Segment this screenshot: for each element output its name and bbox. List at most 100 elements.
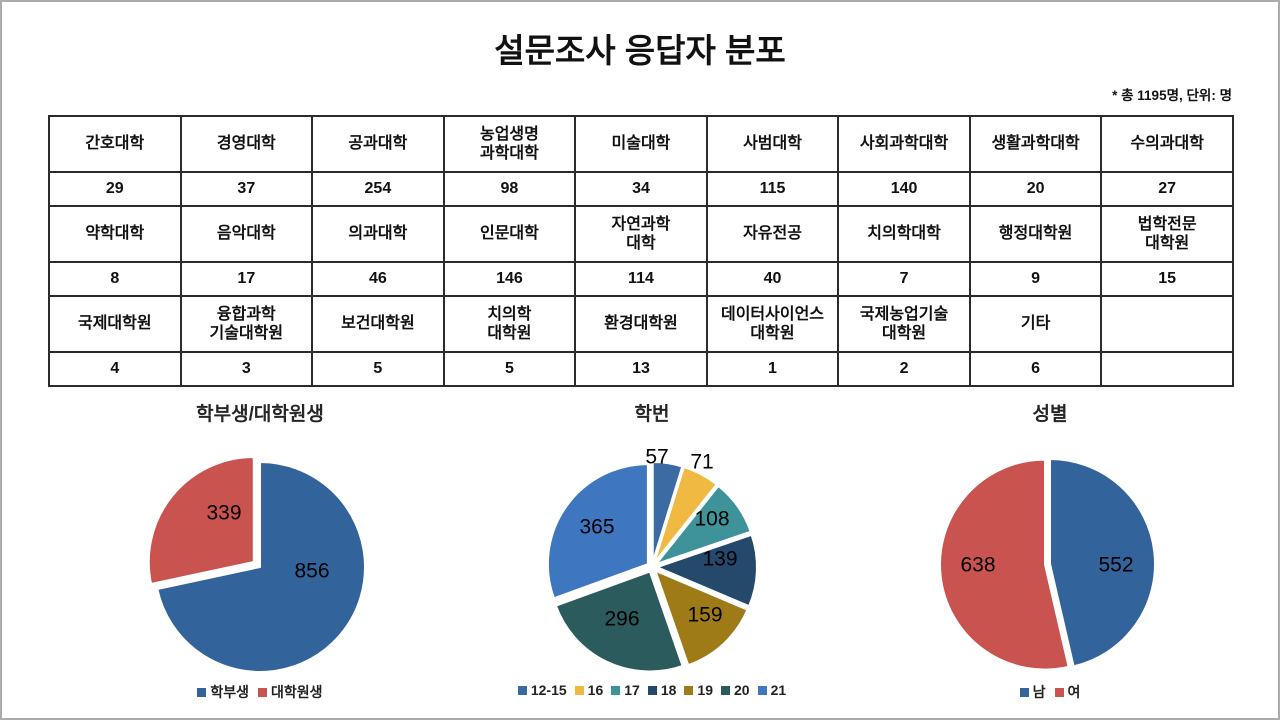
legend-marker [1019, 687, 1029, 697]
pie-slice-여 [939, 458, 1070, 671]
table-row: 간호대학 경영대학 공과대학 농업생명 과학대학 미술대학 사범대학 사회과학대학 생활과학대… [48, 115, 1234, 173]
table-cell-value: 27 [1100, 171, 1234, 207]
pie-data-label: 139 [702, 548, 737, 571]
legend-label: 18 [660, 682, 677, 698]
table-row: 29 37 254 98 34 115 140 20 27 [48, 171, 1234, 207]
legend-item: 남 [1019, 682, 1046, 702]
legend-label: 남 [1032, 684, 1046, 700]
table-cell-name: 음악대학 [179, 205, 314, 263]
table-cell-value: 13 [574, 351, 708, 387]
table-cell-name: 보건대학원 [311, 295, 445, 353]
legend-label: 20 [733, 682, 750, 698]
table-cell-name: 기타 [968, 295, 1103, 353]
table-cell-name: 국제대학원 [48, 295, 182, 353]
table-cell-name: 치의학대학 [837, 205, 971, 263]
table-cell-name: 국제농업기술 대학원 [837, 295, 971, 353]
table-row: 약학대학 음악대학 의과대학 인문대학 자연과학 대학 자유전공 치의학대학 행정대학원 법학전… [48, 205, 1234, 263]
legend-item: 학부생 [197, 682, 249, 702]
table-cell-value: 37 [179, 171, 314, 207]
table-cell-value: 15 [1100, 261, 1234, 297]
table-cell-value: 98 [442, 171, 577, 207]
pie-slice-대학원생 [147, 455, 255, 586]
pie-slice-16 [653, 466, 718, 564]
legend-marker [1054, 687, 1064, 697]
page-title: 설문조사 응답자 분포 [494, 32, 786, 69]
table-cell-name: 약학대학 [48, 205, 182, 263]
table-cell-name: 미술대학 [574, 115, 708, 173]
table-cell-name: 공과대학 [311, 115, 445, 173]
table-cell-name [1100, 295, 1234, 353]
pie-data-label: 856 [294, 560, 329, 583]
legend-marker [757, 685, 767, 695]
legend-item: 20 [720, 682, 750, 698]
chart-gender: 성별 552 638 남 여 [870, 401, 1230, 702]
table-cell-value: 7 [837, 261, 971, 297]
pie-slice-21 [546, 463, 649, 600]
chart-legend: 학부생 대학원생 [80, 682, 440, 702]
legend-item: 18 [647, 682, 677, 698]
legend-marker [647, 685, 657, 695]
chart-undergrad-grad: 학부생/대학원생 856 339 학부생 대학원생 [80, 401, 440, 702]
pie-slice-12-15 [651, 461, 684, 564]
table-cell-value: 146 [442, 261, 577, 297]
table-cell-value: 2 [837, 351, 971, 387]
legend-item: 12-15 [517, 682, 567, 698]
table-cell-name: 자유전공 [705, 205, 840, 263]
table-cell-name: 의과대학 [311, 205, 445, 263]
table-cell-name: 환경대학원 [574, 295, 708, 353]
pie-chart: 57 71 108 139 159 296 365 [472, 434, 832, 680]
table-cell-value: 3 [179, 351, 314, 387]
table-cell-value [1100, 351, 1234, 387]
table-row: 8 17 46 146 114 40 7 9 15 [48, 261, 1234, 297]
table-cell-value: 5 [442, 351, 577, 387]
legend-item: 대학원생 [258, 682, 323, 702]
pie-svg: 57 71 108 139 159 296 365 [546, 446, 758, 673]
table-cell-name: 사범대학 [705, 115, 840, 173]
table-cell-name: 수의과대학 [1100, 115, 1234, 173]
table-cell-name: 생활과학대학 [968, 115, 1103, 173]
table-cell-value: 140 [837, 171, 971, 207]
table-cell-value: 9 [968, 261, 1103, 297]
table-cell-value: 40 [705, 261, 840, 297]
legend-label: 16 [587, 682, 604, 698]
pie-data-label: 365 [579, 516, 614, 539]
table-cell-value: 254 [311, 171, 445, 207]
table-cell-value: 29 [48, 171, 182, 207]
table-cell-name: 경영대학 [179, 115, 314, 173]
table-cell-value: 114 [574, 261, 708, 297]
legend-label: 12-15 [530, 682, 567, 698]
legend-marker [684, 685, 694, 695]
table-cell-name: 농업생명 과학대학 [442, 115, 577, 173]
table-cell-value: 6 [968, 351, 1103, 387]
pie-data-label: 339 [206, 502, 241, 525]
pie-slice-학부생 [156, 461, 366, 673]
legend-marker [197, 687, 207, 697]
chart-legend: 12-15 16 17 18 19 20 21 [472, 682, 832, 698]
pie-slice-남 [1049, 458, 1156, 668]
pie-data-label: 552 [1098, 554, 1133, 577]
table-row: 국제대학원 융합과학 기술대학원 보건대학원 치의학 대학원 환경대학원 데이터사이언스 … [48, 295, 1234, 353]
pie-slice-20 [554, 570, 684, 673]
legend-label: 17 [624, 682, 640, 698]
table-cell-name: 인문대학 [442, 205, 577, 263]
chart-title: 성별 [1032, 404, 1068, 425]
legend-marker [574, 685, 584, 695]
legend-item: 19 [684, 682, 713, 698]
total-note: * 총 1195명, 단위: 명 [1112, 88, 1232, 103]
legend-item: 21 [757, 682, 786, 698]
pie-slice-18 [656, 533, 758, 608]
legend-item: 여 [1054, 682, 1081, 702]
table-cell-name: 치의학 대학원 [442, 295, 577, 353]
table-cell-value: 20 [968, 171, 1103, 207]
legend-label: 19 [697, 682, 713, 698]
pie-svg: 856 339 [147, 455, 366, 673]
table-cell-value: 1 [705, 351, 840, 387]
pie-slice-19 [654, 569, 749, 667]
pie-chart: 552 638 [870, 434, 1230, 680]
table-cell-value: 115 [705, 171, 840, 207]
table-cell-name: 간호대학 [48, 115, 182, 173]
table-row: 4 3 5 5 13 1 2 6 [48, 351, 1234, 387]
chart-title: 학번 [634, 404, 670, 425]
legend-label: 여 [1067, 684, 1081, 700]
table-cell-value: 17 [179, 261, 314, 297]
